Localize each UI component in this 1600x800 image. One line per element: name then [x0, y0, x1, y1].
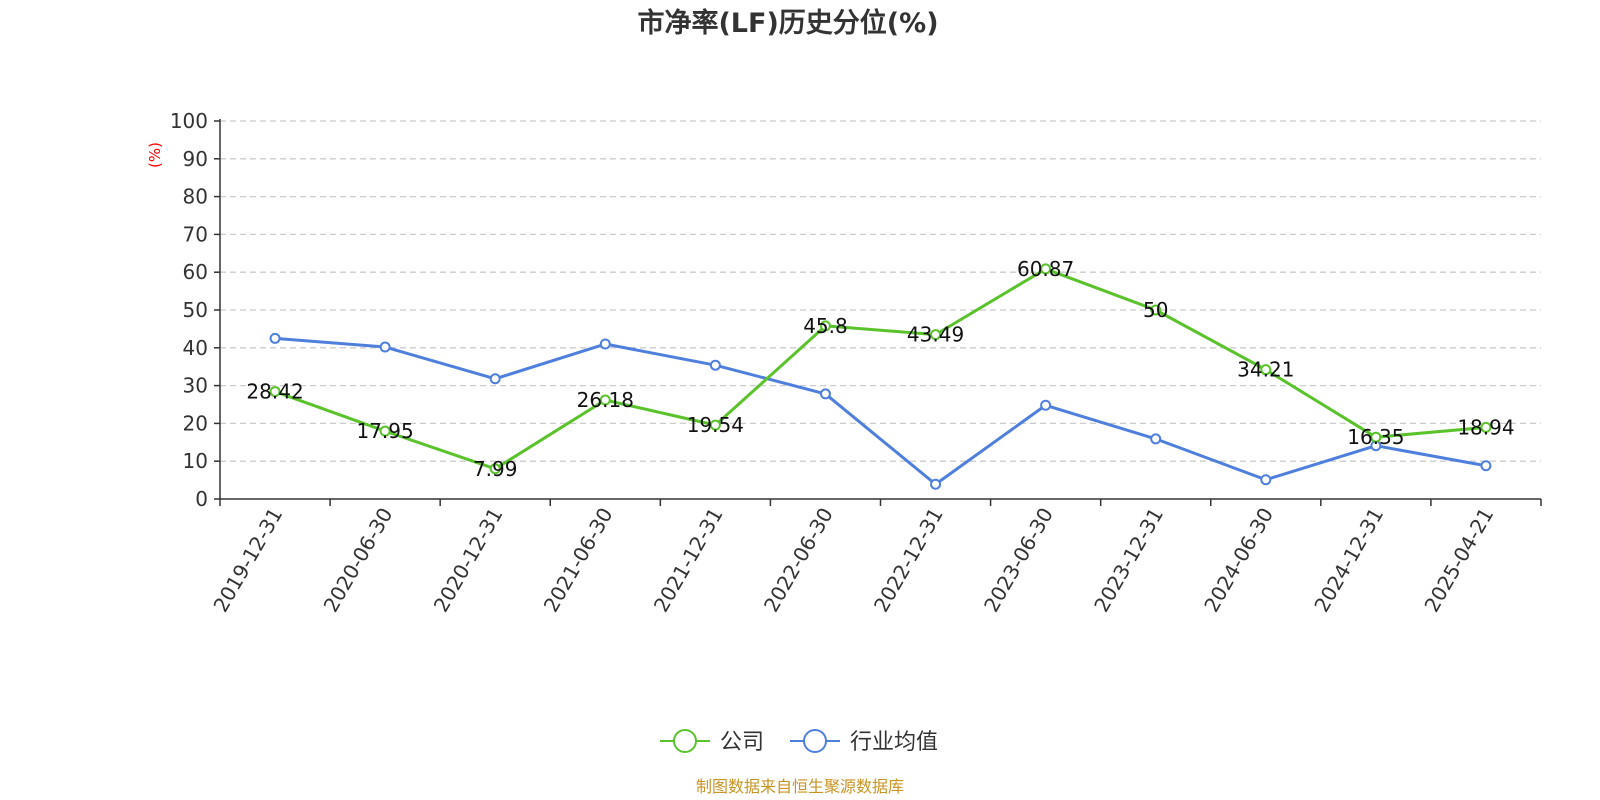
data-labels: 28.42 17.95 7.99 26.18 19.54 45.8 43.49 60.87 50…	[246, 257, 1514, 481]
data-point[interactable]	[1150, 304, 1162, 316]
x-tick-label: 2020-06-30	[319, 504, 398, 617]
x-tick-label: 2021-06-30	[539, 504, 618, 617]
data-label: 17.95	[356, 419, 413, 443]
legend-item-1[interactable]: 行业均值	[790, 729, 938, 755]
series-layer	[269, 263, 1492, 490]
data-point[interactable]	[930, 478, 942, 490]
y-tick-label: 70	[183, 222, 208, 246]
data-point[interactable]	[1260, 364, 1272, 376]
data-point[interactable]	[489, 463, 501, 475]
data-point[interactable]	[599, 394, 611, 406]
data-label: 26.18	[577, 388, 634, 412]
data-label: 16.35	[1347, 425, 1404, 449]
y-tick-label: 80	[183, 185, 208, 209]
data-label: 60.87	[1017, 257, 1074, 281]
data-label: 18.94	[1457, 415, 1514, 439]
data-point[interactable]	[819, 388, 831, 400]
y-tick-label: 10	[183, 449, 208, 473]
axes: 0 10 20 30 40 50 60 70 80 90 100 2019-12-31 2020-06-…	[170, 109, 1542, 617]
data-point[interactable]	[1480, 421, 1492, 433]
data-point[interactable]	[1040, 399, 1052, 411]
y-axis-unit: (%)	[146, 142, 164, 168]
y-tick-label: 60	[183, 260, 208, 284]
data-label: 19.54	[687, 413, 744, 437]
x-tick-label: 2021-12-31	[649, 504, 728, 617]
x-tick-label: 2022-12-31	[869, 504, 948, 617]
data-point[interactable]	[1040, 263, 1052, 275]
y-tick-label: 20	[183, 411, 208, 435]
y-tick-label: 100	[170, 109, 208, 133]
data-label: 34.21	[1237, 358, 1294, 382]
legend[interactable]: 公司 行业均值	[660, 729, 938, 755]
x-tick-label: 2023-12-31	[1089, 504, 1168, 617]
legend-label: 公司	[720, 730, 764, 755]
data-label: 7.99	[473, 457, 518, 481]
data-point[interactable]	[1480, 460, 1492, 472]
y-tick-label: 40	[183, 336, 208, 360]
y-tick-label: 0	[195, 487, 208, 511]
data-point[interactable]	[489, 373, 501, 385]
x-tick-label: 2025-04-21	[1419, 504, 1498, 617]
data-point[interactable]	[1150, 433, 1162, 445]
grid	[220, 120, 1541, 462]
data-point[interactable]	[930, 329, 942, 341]
data-point[interactable]	[379, 425, 391, 437]
source-note: 制图数据来自恒生聚源数据库	[696, 777, 904, 796]
y-tick-label: 50	[183, 298, 208, 322]
x-tick-label: 2023-06-30	[979, 504, 1058, 617]
data-point[interactable]	[1370, 431, 1382, 443]
x-tick-label: 2024-12-31	[1309, 504, 1388, 617]
x-tick-label: 2022-06-30	[759, 504, 838, 617]
series-line-1	[274, 336, 1487, 486]
legend-label: 行业均值	[850, 730, 938, 755]
chart-title: 市净率(LF)历史分位(%)	[637, 7, 938, 39]
legend-marker	[673, 729, 697, 753]
data-label: 28.42	[246, 380, 303, 404]
x-tick-label: 2019-12-31	[208, 504, 287, 617]
legend-item-0[interactable]: 公司	[660, 729, 764, 755]
data-point[interactable]	[599, 338, 611, 350]
legend-marker	[803, 729, 827, 753]
data-point[interactable]	[269, 386, 281, 398]
data-point[interactable]	[379, 341, 391, 353]
data-point[interactable]	[709, 359, 721, 371]
data-label: 45.8	[803, 314, 848, 338]
series-line-0	[274, 267, 1487, 471]
data-label: 50	[1143, 298, 1168, 322]
data-point[interactable]	[709, 419, 721, 431]
y-tick-label: 90	[183, 147, 208, 171]
data-point[interactable]	[1260, 474, 1272, 486]
x-tick-label: 2020-12-31	[429, 504, 508, 617]
data-label: 43.49	[907, 323, 964, 347]
y-tick-label: 30	[183, 374, 208, 398]
data-point[interactable]	[269, 332, 281, 344]
x-tick-label: 2024-06-30	[1199, 504, 1278, 617]
data-point[interactable]	[819, 320, 831, 332]
